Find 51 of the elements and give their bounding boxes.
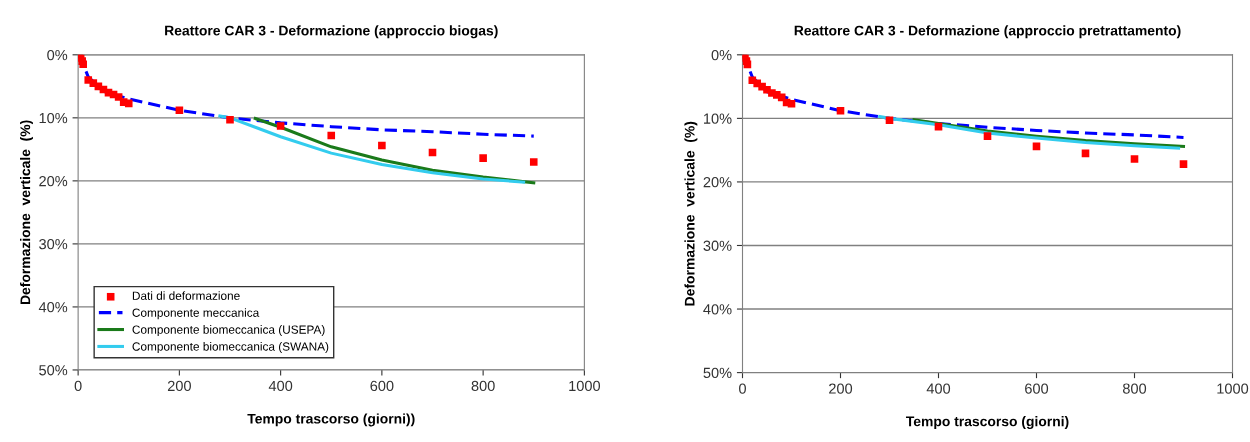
y-tick-label: 0% bbox=[711, 49, 732, 61]
point bbox=[327, 131, 336, 140]
y-axis-title: Deformazione verticale (%) bbox=[684, 121, 698, 306]
y-tick-label: 10% bbox=[39, 112, 68, 124]
y-tick-label: 10% bbox=[704, 113, 732, 124]
y-tick-label: 40% bbox=[38, 302, 68, 313]
point bbox=[378, 141, 386, 150]
x-tick-label: 0 bbox=[74, 380, 82, 392]
legend-label: Dati di deformazione bbox=[132, 291, 240, 300]
x-tick-label: 200 bbox=[829, 383, 853, 394]
y-tick-label: 50% bbox=[703, 367, 732, 379]
x-axis-title: Tempo trascorso (giorni)) bbox=[247, 413, 415, 427]
x-tick-label: 800 bbox=[471, 380, 495, 392]
point bbox=[836, 106, 845, 115]
y-tick-label: 40% bbox=[703, 304, 732, 315]
x-tick-label: 1000 bbox=[569, 380, 601, 392]
point bbox=[276, 122, 285, 130]
x-tick-label: 1000 bbox=[1217, 383, 1249, 394]
x-tick-label: 600 bbox=[370, 380, 394, 392]
point bbox=[124, 99, 133, 108]
y-axis-title: Deformazione verticale (%) bbox=[20, 120, 33, 305]
y-tick-label: 20% bbox=[39, 175, 68, 187]
x-tick-label: 800 bbox=[1122, 383, 1147, 394]
point bbox=[226, 115, 234, 124]
point bbox=[479, 154, 487, 162]
y-tick-label: 0% bbox=[47, 49, 68, 61]
point bbox=[1179, 160, 1188, 168]
point bbox=[79, 60, 87, 69]
chart-title: Reattore CAR 3 - Deformazione (approccio pretrattamento) bbox=[794, 25, 1181, 39]
point bbox=[529, 158, 538, 166]
x-tick-label: 400 bbox=[268, 380, 293, 392]
line-series bbox=[878, 114, 1181, 150]
legend-label: Componente biomeccanica (USEPA) bbox=[132, 325, 325, 337]
point bbox=[885, 116, 894, 125]
point bbox=[1130, 155, 1139, 163]
y-tick-label: 20% bbox=[703, 177, 732, 188]
y-tick-label: 30% bbox=[703, 240, 732, 251]
line-series bbox=[218, 114, 526, 184]
x-axis-title: Tempo trascorso (giorni) bbox=[905, 416, 1069, 430]
y-tick-label: 50% bbox=[39, 365, 68, 376]
point bbox=[175, 106, 184, 115]
point bbox=[787, 99, 796, 108]
x-tick-label: 0 bbox=[739, 383, 746, 394]
y-tick-label: 30% bbox=[39, 239, 68, 250]
legend-label: Componente biomeccanica (SWANA) bbox=[132, 342, 329, 354]
x-tick-label: 200 bbox=[167, 380, 191, 392]
point bbox=[983, 132, 992, 140]
x-tick-label: 400 bbox=[926, 383, 951, 394]
chart-title: Reattore CAR 3 - Deformazione (approccio biogas) bbox=[165, 25, 498, 39]
legend-label: Componente meccanica bbox=[132, 308, 260, 320]
x-tick-label: 600 bbox=[1025, 383, 1049, 394]
